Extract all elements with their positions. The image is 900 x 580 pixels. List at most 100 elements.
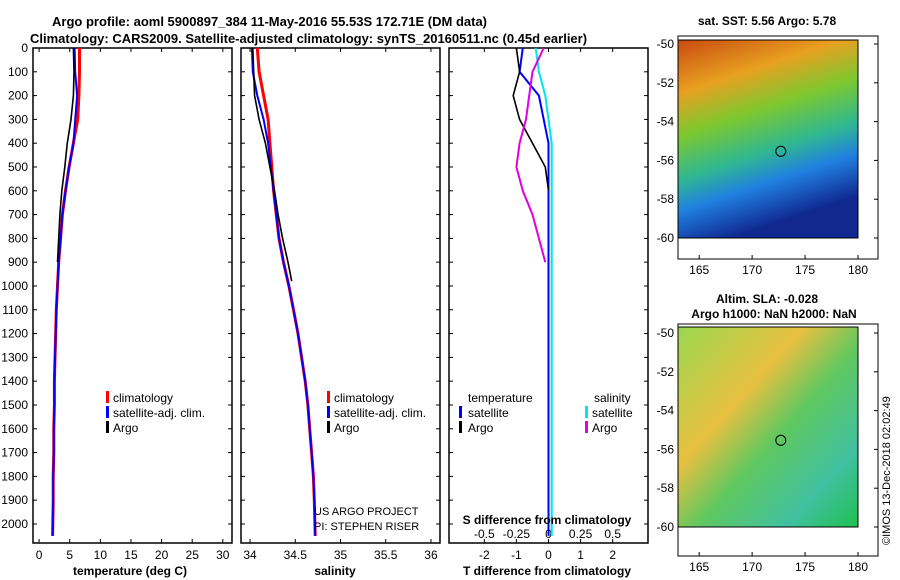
depth-tick-label: 1400: [1, 374, 28, 388]
x-tick-label: 20: [155, 548, 169, 562]
legend-label-s-satellite: satellite: [592, 406, 633, 420]
lat-tick-label: -54: [657, 115, 675, 129]
legend-swatch-t-argo: [459, 421, 462, 433]
x-tick-label: 25: [186, 548, 200, 562]
legend-label-argo: Argo: [334, 421, 360, 435]
credit-project: US ARGO PROJECT: [314, 506, 419, 518]
sla-map-field: [678, 327, 858, 527]
sla-map-title1: Altim. SLA: -0.028: [716, 292, 818, 306]
salinity-legend: climatology satellite-adj. clim. Argo: [327, 391, 426, 435]
sst-lat-axis: -50 -52 -54 -56 -58 -60: [657, 37, 878, 245]
x-tick-label: 0: [36, 548, 43, 562]
x-tick-label: 5: [66, 548, 73, 562]
imos-stamp: ©IMOS 13-Dec-2018 02:02:49: [881, 396, 893, 545]
legend-swatch-climatology: [327, 391, 330, 403]
lat-tick-label: -60: [657, 231, 675, 245]
depth-tick-label: 400: [8, 136, 28, 150]
temperature-legend: climatology satellite-adj. clim. Argo: [106, 391, 205, 435]
legend-label-argo: Argo: [113, 421, 139, 435]
x-tick-label: 34: [243, 548, 257, 562]
legend-label-climatology: climatology: [113, 391, 173, 405]
lon-tick-label: 175: [795, 560, 815, 574]
title-line2: Climatology: CARS2009. Satellite-adjuste…: [30, 31, 587, 46]
legend-label-climatology: climatology: [334, 391, 394, 405]
x-tick-label: -1: [511, 548, 522, 562]
sst-map-field: [678, 40, 858, 238]
salinity-xlabel: salinity: [314, 564, 356, 578]
sst-map-title: sat. SST: 5.56 Argo: 5.78: [698, 14, 837, 28]
x-tick-label: 10: [94, 548, 108, 562]
temperature-panel-frame: [32, 47, 233, 544]
legend-label-t-satellite: satellite: [468, 406, 509, 420]
legend-label-s-argo: Argo: [592, 421, 618, 435]
salinity-panel-frame: [240, 47, 441, 544]
top-tick-label: -0.25: [503, 527, 531, 541]
legend-swatch-satellite: [327, 406, 330, 418]
legend-swatch-argo: [106, 421, 109, 433]
depth-tick-label: 900: [8, 255, 28, 269]
depth-tick-label: 300: [8, 112, 28, 126]
x-tick-label: 35.5: [374, 548, 398, 562]
float-position-marker: [775, 434, 787, 446]
sst-lon-axis: 165 170 175 180: [689, 255, 868, 277]
x-tick-label: 15: [124, 548, 138, 562]
legend-swatch-argo: [327, 421, 330, 433]
lon-tick-label: 180: [848, 560, 868, 574]
legend-swatch-satellite: [106, 406, 109, 418]
difference-lines: [512, 47, 553, 536]
depth-axis: 0 100 200 300 400 500 600 700 800 900 1000 1100 1200…: [1, 41, 648, 531]
series-line: [255, 47, 317, 536]
legend-swatch-climatology: [106, 391, 109, 403]
temperature-xlabel: temperature (deg C): [73, 564, 187, 578]
sla-map-axis-box: [677, 323, 879, 557]
series-line: [512, 47, 550, 191]
s-diff-top-label: S difference from climatology: [463, 513, 632, 527]
series-line: [534, 47, 553, 536]
series-line: [51, 47, 79, 536]
lat-tick-label: -54: [657, 404, 675, 418]
temperature-lines: [51, 47, 81, 536]
lon-tick-label: 165: [689, 263, 709, 277]
legend-label-temperature: temperature: [468, 391, 533, 405]
depth-tick-label: 1000: [1, 279, 28, 293]
lon-tick-label: 170: [742, 560, 762, 574]
legend-label-satellite: satellite-adj. clim.: [334, 406, 426, 420]
lat-tick-label: -50: [657, 37, 675, 51]
legend-label-salinity: salinity: [594, 391, 631, 405]
depth-tick-label: 1900: [1, 493, 28, 507]
lat-tick-label: -50: [657, 326, 675, 340]
lat-tick-label: -52: [657, 76, 675, 90]
depth-tick-label: 2000: [1, 517, 28, 531]
top-tick-label: -0.5: [474, 527, 495, 541]
depth-tick-label: 100: [8, 65, 28, 79]
x-tick-label: -2: [479, 548, 490, 562]
depth-tick-label: 0: [21, 41, 28, 55]
legend-swatch-t-satellite: [459, 406, 462, 418]
depth-tick-label: 1100: [2, 303, 28, 317]
credit-pi: PI: STEPHEN RISER: [314, 521, 419, 533]
x-tick-label: 36: [424, 548, 438, 562]
series-line: [250, 47, 317, 536]
temperature-x-axis: 0 5 10 15 20 25 30: [36, 48, 230, 562]
depth-tick-label: 800: [8, 231, 28, 245]
lat-tick-label: -56: [657, 442, 675, 456]
depth-tick-label: 1200: [1, 327, 28, 341]
x-tick-label: 35: [334, 548, 348, 562]
t-diff-x-axis: -2 -1 0 1 2: [479, 48, 616, 562]
series-line: [252, 47, 293, 282]
x-tick-label: 0: [545, 548, 552, 562]
salinity-x-axis: 34 34.5 35 35.5 36: [243, 48, 438, 562]
lon-tick-label: 170: [742, 263, 762, 277]
salinity-lines: [250, 47, 317, 536]
top-tick-label: 0.5: [604, 527, 621, 541]
depth-tick-label: 700: [8, 208, 28, 222]
depth-tick-label: 1600: [1, 422, 28, 436]
depth-tick-label: 1800: [1, 469, 28, 483]
lat-tick-label: -60: [657, 520, 675, 534]
t-diff-xlabel: T difference from climatology: [463, 564, 631, 578]
x-tick-label: 30: [216, 548, 230, 562]
s-diff-top-axis: -0.5 -0.25 0 0.25 0.5: [474, 527, 621, 541]
x-tick-label: 34.5: [284, 548, 308, 562]
lon-tick-label: 165: [689, 560, 709, 574]
